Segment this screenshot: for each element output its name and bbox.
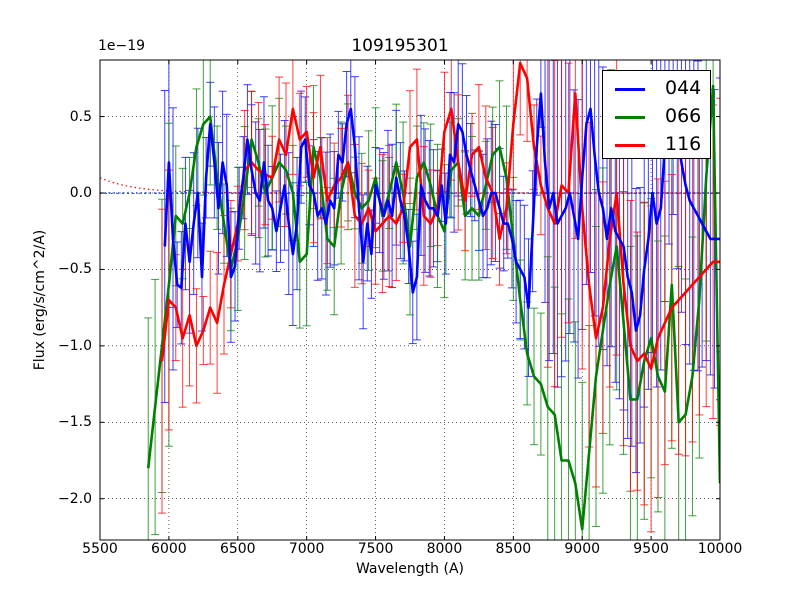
legend: 044 066 116 bbox=[602, 70, 711, 159]
x-tick-label: 5500 bbox=[82, 541, 118, 557]
x-tick-label: 9000 bbox=[564, 541, 601, 557]
x-tick-label: 6500 bbox=[219, 541, 256, 557]
legend-item-044: 044 bbox=[603, 75, 710, 103]
data-series bbox=[144, 60, 720, 540]
y-tick-label: −0.5 bbox=[58, 261, 92, 278]
y-tick-label: 0.5 bbox=[69, 108, 92, 125]
x-tick-label: 7500 bbox=[357, 541, 394, 557]
y-offset-text: 1e−19 bbox=[98, 38, 146, 54]
x-tick-label: 8000 bbox=[426, 541, 463, 557]
legend-label: 044 bbox=[665, 77, 702, 99]
x-axis-label: Wavelength (A) bbox=[355, 561, 464, 577]
x-tick-label: 7000 bbox=[288, 541, 325, 557]
series-line-044 bbox=[163, 84, 720, 332]
y-tick-label: −1.5 bbox=[58, 414, 92, 431]
legend-label: 066 bbox=[665, 105, 702, 127]
y-tick-label: 0.0 bbox=[69, 184, 92, 201]
legend-swatch-red bbox=[615, 144, 645, 147]
series-line-116 bbox=[160, 61, 720, 371]
plot-frame bbox=[99, 59, 721, 541]
legend-item-116: 116 bbox=[603, 131, 710, 159]
y-tick-label: −1.0 bbox=[58, 337, 92, 354]
tick-marks bbox=[99, 60, 721, 540]
legend-swatch-green bbox=[615, 116, 645, 119]
y-axis-label: Flux (erg/s/cm^2/A) bbox=[32, 229, 48, 371]
x-tick-label: 6000 bbox=[151, 541, 187, 557]
x-tick-label: 10000 bbox=[697, 541, 743, 557]
chart-title: 109195301 bbox=[351, 36, 449, 56]
x-tick-label: 9500 bbox=[633, 541, 669, 557]
series-line-066 bbox=[146, 84, 720, 531]
legend-label: 116 bbox=[665, 133, 702, 155]
legend-item-066: 066 bbox=[603, 103, 710, 131]
legend-swatch-blue bbox=[615, 88, 645, 91]
y-tick-label: −2.0 bbox=[58, 490, 92, 507]
x-tick-label: 8500 bbox=[495, 541, 532, 557]
